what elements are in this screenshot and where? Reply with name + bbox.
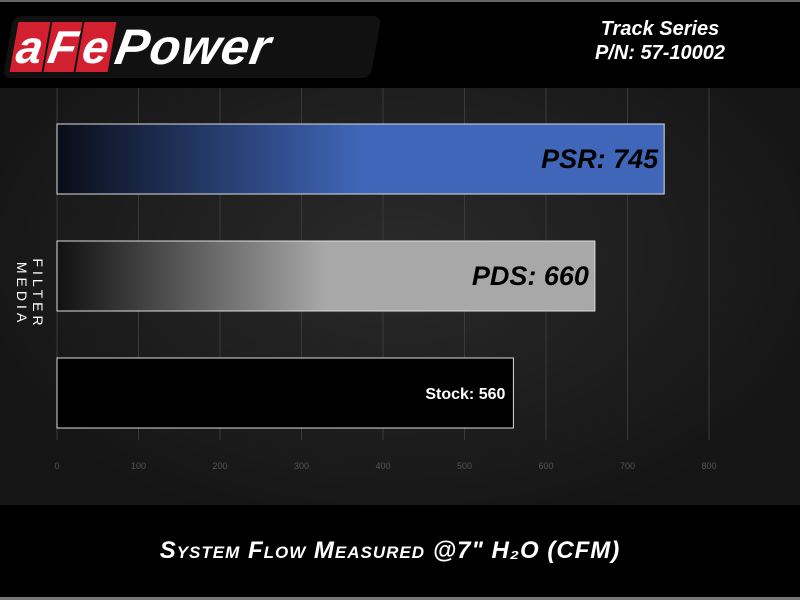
series-info: Track Series P/N: 57-10002 [560, 17, 760, 65]
footer: System Flow Measured @7" H₂O (CFM) [0, 505, 800, 600]
x-tick-label: 400 [375, 461, 390, 471]
x-tick-label: 0 [54, 461, 59, 471]
x-tick-label: 200 [212, 461, 227, 471]
data-label: PDS: 660 [472, 261, 589, 291]
bar-stock [56, 357, 514, 429]
bar-pds [56, 240, 596, 312]
x-tick-label: 300 [294, 461, 309, 471]
part-number: P/N: 57-10002 [594, 42, 726, 64]
x-tick-label: 600 [538, 461, 553, 471]
x-tick-label: 700 [620, 461, 635, 471]
series-name: Track Series [600, 18, 720, 40]
bar-psr [56, 123, 665, 195]
x-axis-label: System Flow Measured @7" H₂O (CFM) [159, 537, 621, 564]
data-label: PSR: 745 [541, 144, 659, 174]
data-label: Stock: 560 [425, 386, 505, 403]
x-tick-label: 100 [131, 461, 146, 471]
x-tick-label: 800 [701, 461, 716, 471]
x-tick-label: 500 [457, 461, 472, 471]
header: a F e Power Track Series P/N: 57-10002 [0, 0, 800, 88]
